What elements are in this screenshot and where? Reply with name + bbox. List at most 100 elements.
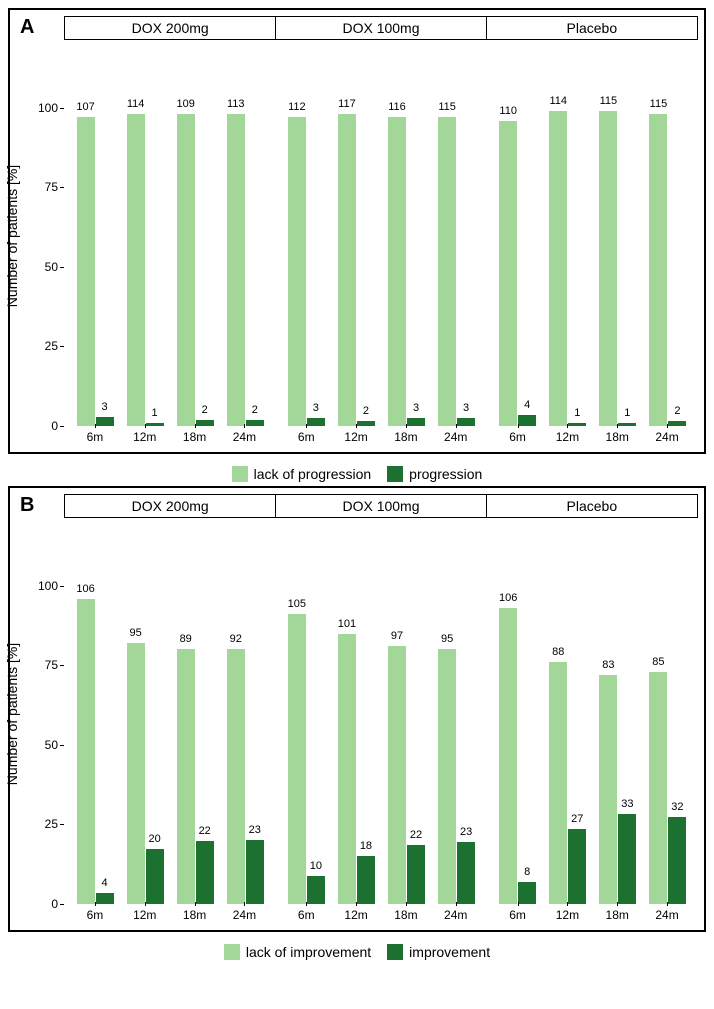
x-tick: 24m <box>642 426 692 452</box>
bar-value-label: 4 <box>101 877 107 889</box>
legend-swatch <box>232 466 248 482</box>
bar-dark: 32 <box>668 817 686 904</box>
facet-label: Placebo <box>486 16 698 40</box>
bar-pair: 95 23 <box>433 554 481 904</box>
bar-pair: 1151 <box>594 76 642 426</box>
x-tick: 12m <box>542 904 592 930</box>
bar-dark: 8 <box>518 882 536 904</box>
bar-value-label: 2 <box>252 404 258 416</box>
bar-pair: 1092 <box>171 76 219 426</box>
bar-pair: 106 4 <box>71 554 119 904</box>
legend-item: progression <box>387 466 482 482</box>
panel-A: ADOX 200mgDOX 100mgPlaceboNumber of pati… <box>8 8 706 454</box>
x-tick: 24m <box>219 426 269 452</box>
bar-value-label: 115 <box>650 98 668 110</box>
bar-value-label: 107 <box>76 101 94 113</box>
bar-pair: 8827 <box>544 554 592 904</box>
bar-light: 112 <box>288 117 306 426</box>
bar-dark: 3 <box>96 417 114 426</box>
y-axis-label: Number of patients [%] <box>4 165 20 307</box>
groups-container: 1073114110921132112311721163115311041141… <box>64 46 704 426</box>
bar-dark: 23 <box>246 840 264 904</box>
legend-label: progression <box>409 466 482 482</box>
bar-pair: 9520 <box>121 554 169 904</box>
bar-light: 116 <box>388 117 406 426</box>
x-tick: 24m <box>219 904 269 930</box>
legend-item: lack of progression <box>232 466 372 482</box>
x-tick: 6m <box>70 904 120 930</box>
legend-swatch <box>224 944 240 960</box>
x-tick: 12m <box>331 904 381 930</box>
y-tick: 75 <box>45 658 58 672</box>
bar-value-label: 110 <box>499 105 517 117</box>
y-tick: 100 <box>38 101 58 115</box>
bar-dark: 3 <box>407 418 425 426</box>
bar-light: 106 <box>77 599 95 904</box>
bar-pair: 10118 <box>332 554 380 904</box>
bar-value-label: 116 <box>388 101 406 113</box>
bar-value-label: 2 <box>202 404 208 416</box>
x-group: 6m12m18m24m <box>487 426 698 452</box>
bar-pair: 1153 <box>433 76 481 426</box>
bar-light: 97 <box>388 646 406 904</box>
bar-value-label: 32 <box>671 801 683 813</box>
legend-item: improvement <box>387 944 490 960</box>
bar-light: 85 <box>649 672 667 904</box>
bar-pair: 1068 <box>494 554 542 904</box>
bar-dark: 3 <box>307 418 325 426</box>
bar-dark: 22 <box>196 841 214 904</box>
facet-group: 1068882783338532 <box>487 524 698 904</box>
bar-value-label: 105 <box>288 598 306 610</box>
bar-pair: 1163 <box>382 76 430 426</box>
x-tick: 18m <box>381 426 431 452</box>
y-axis-label: Number of patients [%] <box>4 643 20 785</box>
facet-group: 1104114111511152 <box>487 46 698 426</box>
facet-label: Placebo <box>486 494 698 518</box>
bar-value-label: 23 <box>249 824 261 836</box>
bar-value-label: 22 <box>199 825 211 837</box>
bars-row: 1123117211631153 <box>282 46 480 426</box>
bar-light: 106 <box>499 608 517 904</box>
legend-label: improvement <box>409 944 490 960</box>
bar-value-label: 1 <box>574 407 580 419</box>
bar-value-label: 106 <box>76 583 94 595</box>
x-tick: 18m <box>170 426 220 452</box>
bar-light: 115 <box>599 111 617 426</box>
bar-pair: 1132 <box>221 76 269 426</box>
bar-light: 95 <box>438 649 456 904</box>
bar-value-label: 106 <box>499 592 517 604</box>
bar-pair: 107 3 <box>71 76 119 426</box>
bar-value-label: 3 <box>413 402 419 414</box>
y-tick: 75 <box>45 180 58 194</box>
x-tick: 6m <box>493 904 543 930</box>
bar-light: 114 <box>549 111 567 426</box>
bar-light: 92 <box>227 649 245 904</box>
x-tick: 12m <box>120 904 170 930</box>
bar-light: 114 <box>127 114 145 426</box>
bar-dark: 20 <box>146 849 164 904</box>
bar-pair: 114 1 <box>544 76 592 426</box>
bar-dark: 3 <box>457 418 475 426</box>
facet-label: DOX 200mg <box>64 494 276 518</box>
bar-pair: 1172 <box>332 76 380 426</box>
legend-item: lack of improvement <box>224 944 371 960</box>
y-tick: 50 <box>45 738 58 752</box>
bar-light: 117 <box>338 114 356 426</box>
bar-light: 115 <box>438 117 456 426</box>
bar-light: 89 <box>177 649 195 904</box>
y-tick: 50 <box>45 260 58 274</box>
bar-value-label: 112 <box>288 101 306 113</box>
facet-strip: DOX 200mgDOX 100mgPlacebo <box>10 488 704 524</box>
bar-value-label: 97 <box>391 630 403 642</box>
legend-label: lack of progression <box>254 466 372 482</box>
x-tick: 12m <box>120 426 170 452</box>
bar-pair: 1123 <box>282 76 330 426</box>
bar-light: 101 <box>338 634 356 904</box>
x-tick: 6m <box>493 426 543 452</box>
bar-value-label: 23 <box>460 826 472 838</box>
x-group: 6m12m18m24m <box>64 426 275 452</box>
bar-value-label: 10 <box>310 860 322 872</box>
facet-group: 105101011897229523 <box>275 524 486 904</box>
bar-pair: 105 10 <box>282 554 330 904</box>
bar-value-label: 33 <box>621 798 633 810</box>
